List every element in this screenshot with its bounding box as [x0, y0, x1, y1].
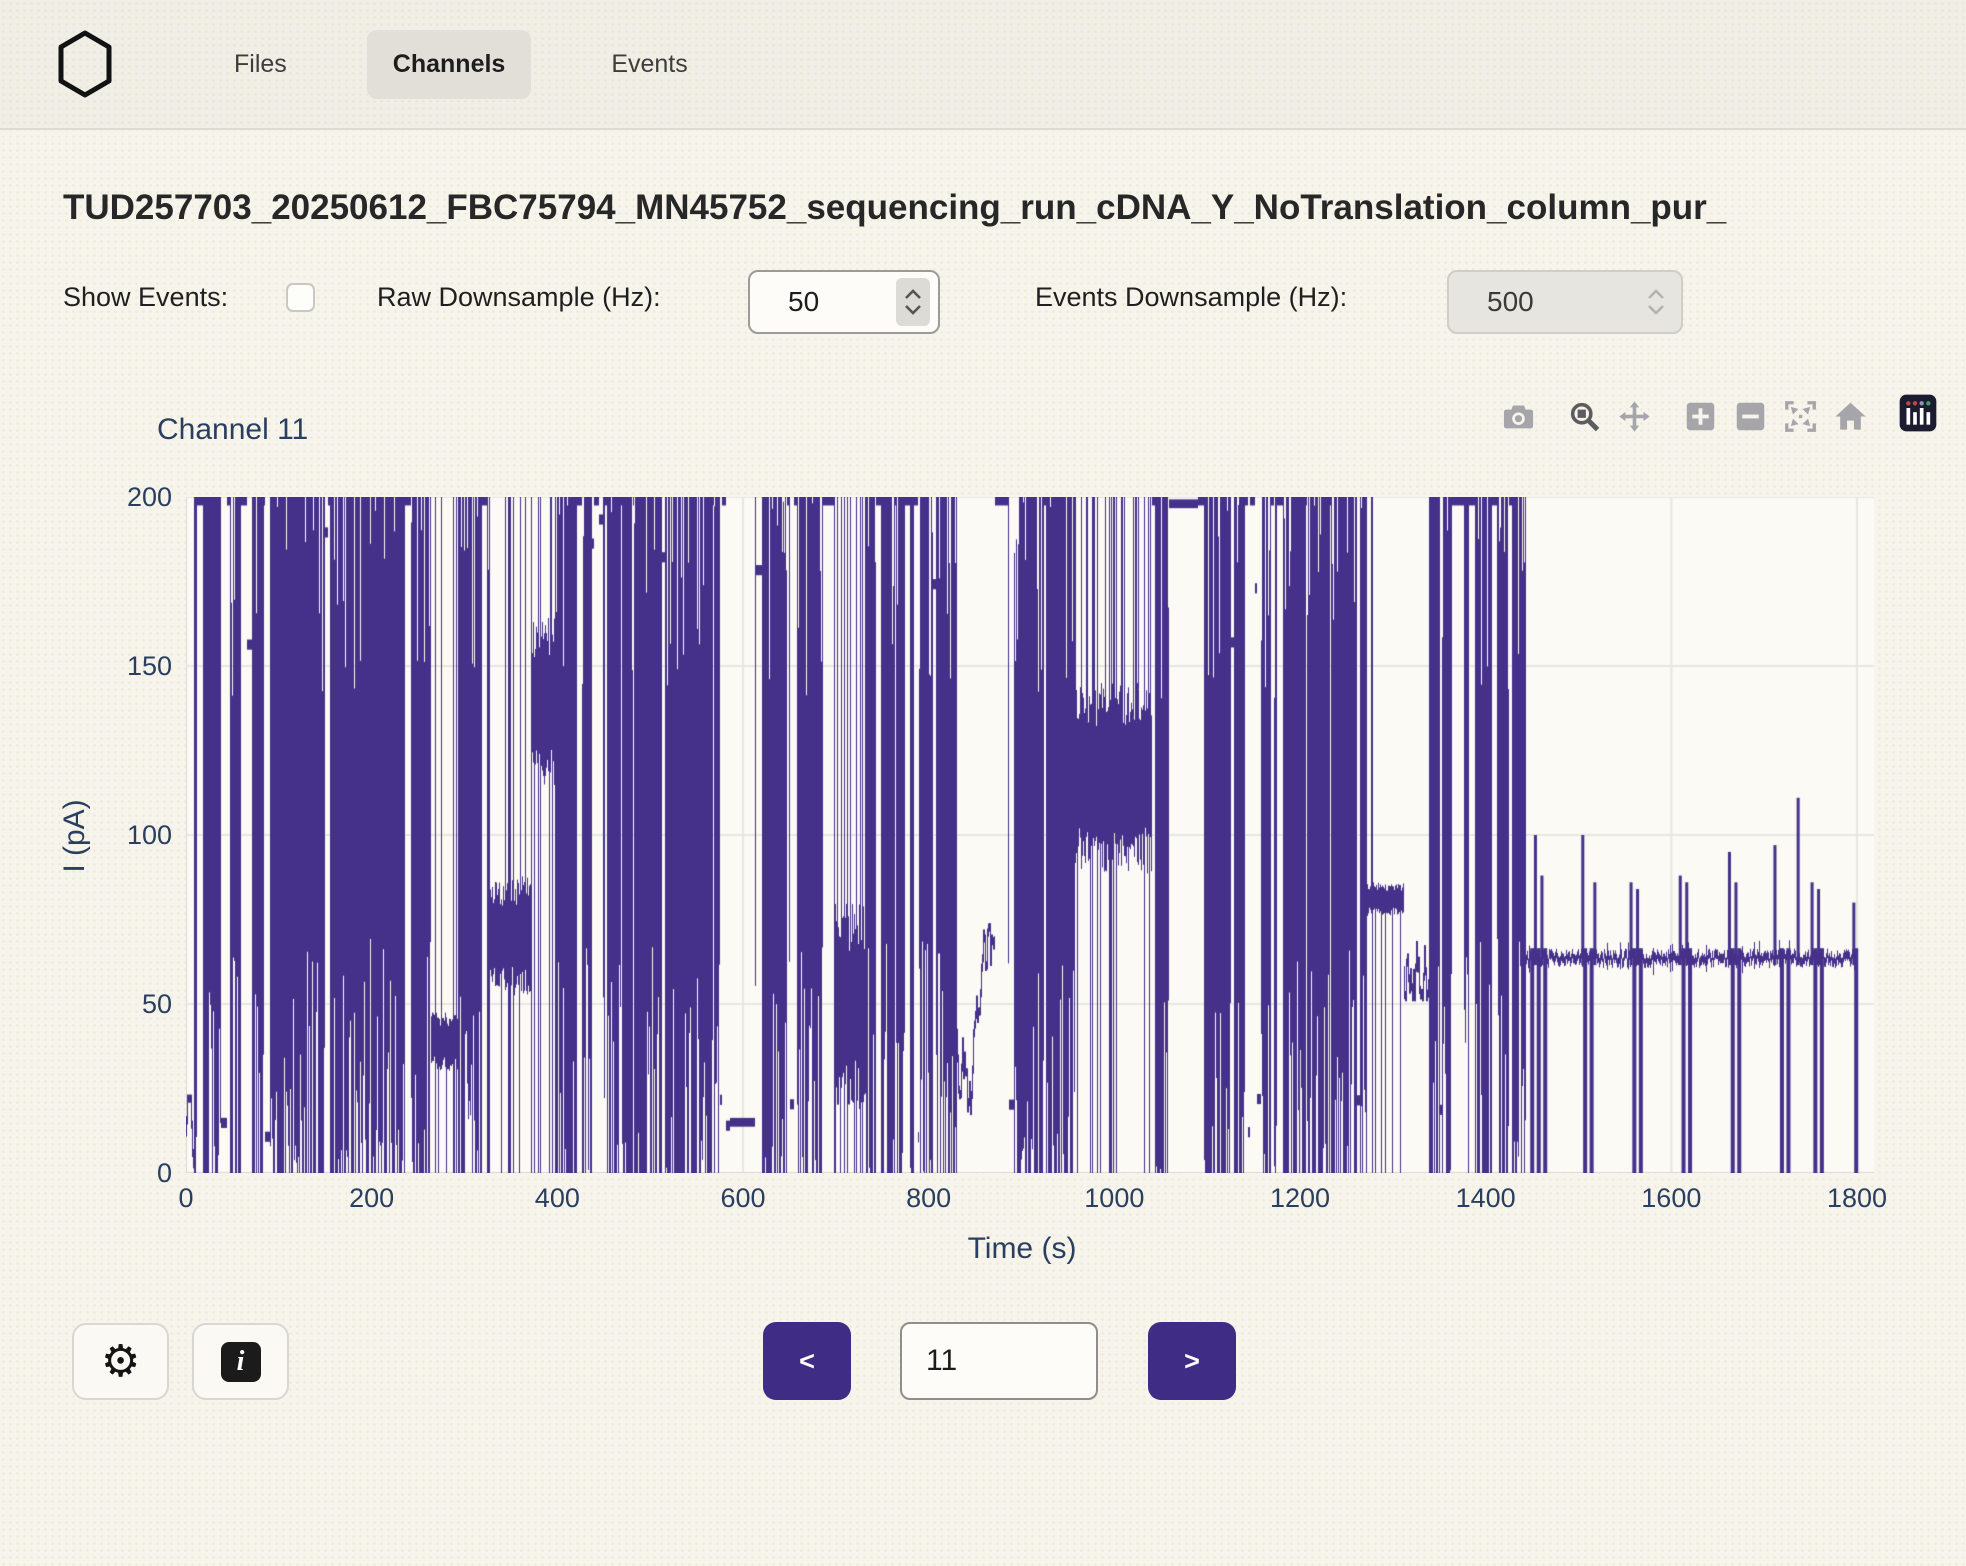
x-tick-label: 400 [534, 1183, 580, 1213]
zoom-in-icon[interactable] [1684, 400, 1717, 433]
plotly-logo-icon[interactable] [1898, 393, 1938, 433]
events-downsample-input-wrap [1447, 270, 1683, 334]
navbar: Files Channels Events [0, 0, 1966, 130]
x-axis-title: Time (s) [967, 1232, 1077, 1265]
previous-channel-button[interactable]: < [763, 1322, 851, 1400]
hexagon-logo-icon [58, 30, 112, 98]
tab-events[interactable]: Events [611, 49, 688, 78]
tab-files[interactable]: Files [234, 49, 287, 78]
x-tick-label: 800 [906, 1183, 952, 1213]
chevron-up-icon [1648, 289, 1664, 299]
x-tick-label: 1200 [1269, 1183, 1331, 1213]
y-tick-label: 0 [156, 1158, 172, 1188]
raw-downsample-input-wrap [748, 270, 940, 334]
x-tick-label: 600 [720, 1183, 766, 1213]
chevron-up-icon [905, 289, 921, 299]
x-tick-label: 1400 [1455, 1183, 1516, 1213]
show-events-checkbox[interactable] [286, 283, 315, 312]
channel-number-input[interactable] [902, 1324, 1096, 1398]
raw-downsample-label: Raw Downsample (Hz): [377, 282, 661, 312]
plot-area[interactable] [186, 497, 1874, 1173]
y-tick-label: 100 [126, 820, 172, 850]
zoom-out-icon[interactable] [1734, 400, 1767, 433]
chart-title: Channel 11 [157, 413, 309, 446]
x-tick-label: 200 [349, 1183, 395, 1213]
zoom-icon[interactable] [1568, 400, 1601, 433]
x-tick-label: 1800 [1826, 1183, 1888, 1213]
x-tick-label: 1600 [1641, 1183, 1702, 1213]
raw-downsample-spinner[interactable] [896, 278, 930, 326]
page-title: TUD257703_20250612_FBC75794_MN45752_sequ… [63, 188, 1727, 227]
camera-icon[interactable] [1502, 400, 1535, 433]
events-downsample-spinner [1639, 278, 1673, 326]
chevron-down-icon [905, 305, 921, 315]
channel-input-wrap [900, 1322, 1098, 1400]
current-trace-canvas[interactable] [186, 497, 1874, 1173]
info-button[interactable]: i [192, 1323, 289, 1400]
settings-button[interactable]: ⚙ [72, 1323, 169, 1400]
y-tick-label: 150 [126, 651, 172, 681]
show-events-label: Show Events: [63, 282, 229, 312]
info-icon: i [220, 1341, 261, 1382]
events-downsample-input[interactable] [1449, 286, 1639, 318]
pan-icon[interactable] [1618, 400, 1651, 433]
plotly-modebar [1502, 394, 1938, 433]
next-channel-button[interactable]: > [1148, 1322, 1236, 1400]
y-tick-label: 200 [126, 482, 172, 512]
controls-row: Show Events: Raw Downsample (Hz): Events… [0, 268, 1966, 338]
raw-downsample-input[interactable] [750, 286, 896, 318]
x-tick-label: 1000 [1084, 1183, 1145, 1213]
events-downsample-label: Events Downsample (Hz): [1035, 282, 1348, 312]
autoscale-icon[interactable] [1784, 400, 1817, 433]
tab-channels[interactable]: Channels [366, 29, 532, 99]
nav-tabs: Files Channels Events [208, 29, 714, 99]
gear-icon: ⚙ [100, 1335, 141, 1387]
y-axis-title: I (pA) [58, 799, 91, 873]
x-tick-label: 0 [178, 1183, 194, 1213]
chevron-down-icon [1648, 305, 1664, 315]
y-tick-label: 50 [141, 989, 172, 1019]
home-icon[interactable] [1834, 400, 1867, 433]
